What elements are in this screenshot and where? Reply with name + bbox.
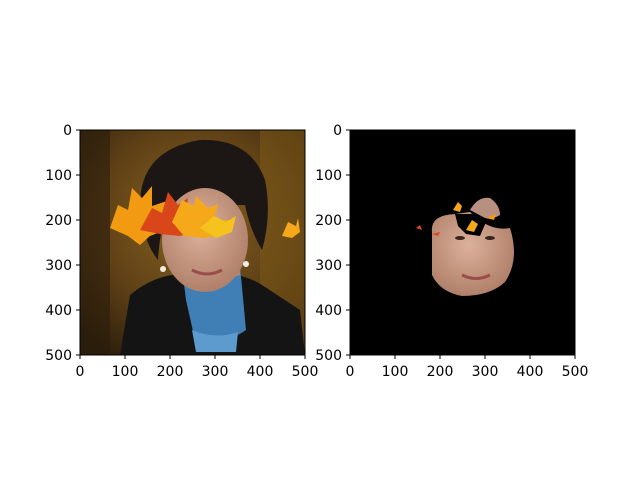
tick-label: 400: [315, 303, 342, 319]
tick-label: 100: [45, 168, 72, 184]
tick-label: 200: [45, 213, 72, 229]
left-x-ticks: [79, 355, 306, 359]
left-y-tick-labels: 0 100 200 300 400 500: [45, 123, 72, 364]
tick-label: 500: [562, 364, 589, 380]
tick-label: 500: [315, 348, 342, 364]
right-image: [350, 130, 575, 355]
right-axes: 0 100 200 300 400 500 0 100 200 300 400 …: [315, 123, 588, 380]
tick-label: 300: [45, 258, 72, 274]
tick-label: 100: [382, 364, 409, 380]
tick-label: 300: [202, 364, 229, 380]
tick-label: 0: [346, 364, 355, 380]
tick-label: 100: [112, 364, 139, 380]
tick-label: 300: [315, 258, 342, 274]
right-x-tick-labels: 0 100 200 300 400 500: [346, 364, 589, 380]
tick-label: 500: [292, 364, 319, 380]
right-y-ticks: [346, 129, 350, 356]
tick-label: 300: [472, 364, 499, 380]
tick-label: 0: [333, 123, 342, 139]
left-x-tick-labels: 0 100 200 300 400 500: [76, 364, 319, 380]
tick-label: 200: [157, 364, 184, 380]
left-image: [80, 130, 305, 355]
tick-label: 200: [427, 364, 454, 380]
tick-label: 400: [247, 364, 274, 380]
tick-label: 100: [315, 168, 342, 184]
tick-label: 500: [45, 348, 72, 364]
tick-label: 0: [76, 364, 85, 380]
tick-label: 400: [517, 364, 544, 380]
tick-label: 200: [315, 213, 342, 229]
left-y-ticks: [76, 129, 80, 356]
right-x-ticks: [349, 355, 576, 359]
tick-label: 400: [45, 303, 72, 319]
right-y-tick-labels: 0 100 200 300 400 500: [315, 123, 342, 364]
left-axes: 0 100 200 300 400 500 0 100 200 300 400 …: [45, 123, 318, 380]
tick-label: 0: [63, 123, 72, 139]
leaf-overlay: [110, 186, 300, 245]
